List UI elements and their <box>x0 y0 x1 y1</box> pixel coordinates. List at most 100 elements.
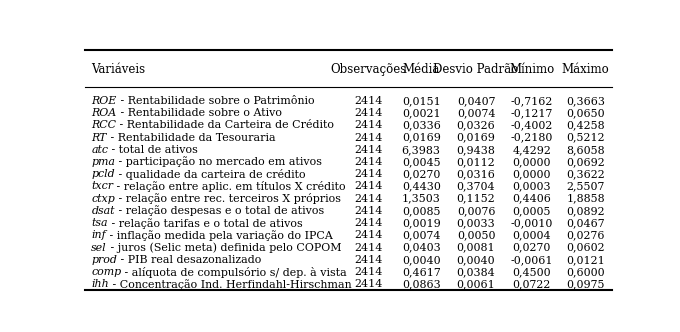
Text: -0,2180: -0,2180 <box>511 132 553 142</box>
Text: - Rentabilidade da Tesouraria: - Rentabilidade da Tesouraria <box>107 132 275 142</box>
Text: -0,0010: -0,0010 <box>511 218 553 228</box>
Text: 0,0000: 0,0000 <box>513 157 551 167</box>
Text: 2414: 2414 <box>354 267 383 277</box>
Text: 0,0021: 0,0021 <box>402 108 441 118</box>
Text: - relação despesas e o total de ativos: - relação despesas e o total de ativos <box>115 206 324 216</box>
Text: 0,4258: 0,4258 <box>566 121 605 130</box>
Text: pcld: pcld <box>91 169 115 179</box>
Text: 0,0033: 0,0033 <box>457 218 496 228</box>
Text: RCC: RCC <box>91 121 116 130</box>
Text: - relação entre aplic. em títulos X crédito: - relação entre aplic. em títulos X créd… <box>114 181 346 192</box>
Text: 1,3503: 1,3503 <box>402 194 441 204</box>
Text: 2414: 2414 <box>354 157 383 167</box>
Text: 0,0169: 0,0169 <box>402 132 441 142</box>
Text: 2414: 2414 <box>354 230 383 240</box>
Text: - Rentabilidade sobre o Ativo: - Rentabilidade sobre o Ativo <box>116 108 282 118</box>
Text: 2414: 2414 <box>354 108 383 118</box>
Text: 2414: 2414 <box>354 255 383 265</box>
Text: 2414: 2414 <box>354 96 383 106</box>
Text: 0,0005: 0,0005 <box>513 206 551 216</box>
Text: 2,5507: 2,5507 <box>566 182 605 192</box>
Text: 0,0692: 0,0692 <box>566 157 605 167</box>
Text: 6,3983: 6,3983 <box>402 145 441 155</box>
Text: 0,0151: 0,0151 <box>402 96 441 106</box>
Text: 0,0045: 0,0045 <box>402 157 441 167</box>
Text: Desvio Padrão: Desvio Padrão <box>433 63 519 76</box>
Text: Variáveis: Variáveis <box>91 63 146 76</box>
Text: -0,1217: -0,1217 <box>511 108 553 118</box>
Text: 0,0270: 0,0270 <box>402 169 441 179</box>
Text: ROE: ROE <box>91 96 116 106</box>
Text: 0,1152: 0,1152 <box>457 194 496 204</box>
Text: 0,3622: 0,3622 <box>566 169 605 179</box>
Text: 0,6000: 0,6000 <box>566 267 605 277</box>
Text: tsa: tsa <box>91 218 108 228</box>
Text: - relação entre rec. terceiros X próprios: - relação entre rec. terceiros X próprio… <box>115 193 341 204</box>
Text: 0,0112: 0,0112 <box>457 157 496 167</box>
Text: 0,3704: 0,3704 <box>457 182 495 192</box>
Text: 0,3663: 0,3663 <box>566 96 605 106</box>
Text: 8,6058: 8,6058 <box>566 145 605 155</box>
Text: 2414: 2414 <box>354 243 383 253</box>
Text: 0,0975: 0,0975 <box>566 279 605 289</box>
Text: atc: atc <box>91 145 108 155</box>
Text: - qualidade da carteira de crédito: - qualidade da carteira de crédito <box>115 169 305 180</box>
Text: 0,0384: 0,0384 <box>457 267 496 277</box>
Text: 0,0050: 0,0050 <box>457 230 495 240</box>
Text: 0,0085: 0,0085 <box>402 206 441 216</box>
Text: 0,0081: 0,0081 <box>457 243 495 253</box>
Text: 2414: 2414 <box>354 145 383 155</box>
Text: - inflação medida pela variação do IPCA: - inflação medida pela variação do IPCA <box>106 230 333 241</box>
Text: ihh: ihh <box>91 279 109 289</box>
Text: comp: comp <box>91 267 122 277</box>
Text: 0,0276: 0,0276 <box>566 230 605 240</box>
Text: 0,4430: 0,4430 <box>402 182 441 192</box>
Text: 0,0602: 0,0602 <box>566 243 605 253</box>
Text: 0,0650: 0,0650 <box>566 108 605 118</box>
Text: dsat: dsat <box>91 206 115 216</box>
Text: txcr: txcr <box>91 182 114 192</box>
Text: 0,0003: 0,0003 <box>513 182 551 192</box>
Text: atc: atc <box>91 145 108 155</box>
Text: ROA: ROA <box>91 108 116 118</box>
Text: 2414: 2414 <box>354 218 383 228</box>
Text: 4,4292: 4,4292 <box>513 145 551 155</box>
Text: 0,0403: 0,0403 <box>402 243 441 253</box>
Text: 1,8858: 1,8858 <box>566 194 605 204</box>
Text: 0,0467: 0,0467 <box>566 218 605 228</box>
Text: RT: RT <box>91 132 107 142</box>
Text: RT: RT <box>91 132 107 142</box>
Text: 0,0040: 0,0040 <box>457 255 495 265</box>
Text: Observações: Observações <box>330 63 407 76</box>
Text: - participação no mercado em ativos: - participação no mercado em ativos <box>115 157 322 167</box>
Text: - PIB real desazonalizado: - PIB real desazonalizado <box>117 255 262 265</box>
Text: sel: sel <box>91 243 107 253</box>
Text: comp: comp <box>91 267 122 277</box>
Text: ctxp: ctxp <box>91 194 115 204</box>
Text: 0,0000: 0,0000 <box>513 169 551 179</box>
Text: 0,0722: 0,0722 <box>513 279 551 289</box>
Text: 2414: 2414 <box>354 132 383 142</box>
Text: prod: prod <box>91 255 117 265</box>
Text: -0,4002: -0,4002 <box>511 121 553 130</box>
Text: - alíquota de compulsório s/ dep. à vista: - alíquota de compulsório s/ dep. à vist… <box>122 267 347 278</box>
Text: ihh: ihh <box>91 279 109 289</box>
Text: 0,0121: 0,0121 <box>566 255 605 265</box>
Text: Máximo: Máximo <box>562 63 609 76</box>
Text: pma: pma <box>91 157 115 167</box>
Text: 0,0863: 0,0863 <box>402 279 441 289</box>
Text: Média: Média <box>403 63 440 76</box>
Text: 0,0892: 0,0892 <box>566 206 605 216</box>
Text: 0,0074: 0,0074 <box>402 230 441 240</box>
Text: - Concentração Ind. Herfindahl-Hirschman: - Concentração Ind. Herfindahl-Hirschman <box>109 279 352 290</box>
Text: 0,0076: 0,0076 <box>457 206 495 216</box>
Text: 0,0407: 0,0407 <box>457 96 495 106</box>
Text: - relação tarifas e o total de ativos: - relação tarifas e o total de ativos <box>108 218 303 228</box>
Text: ROE: ROE <box>91 96 116 106</box>
Text: 0,9438: 0,9438 <box>456 145 496 155</box>
Text: tsa: tsa <box>91 218 108 228</box>
Text: Mínimo: Mínimo <box>509 63 554 76</box>
Text: prod: prod <box>91 255 117 265</box>
Text: 0,0074: 0,0074 <box>457 108 495 118</box>
Text: - juros (Selic meta) definida pelo COPOM: - juros (Selic meta) definida pelo COPOM <box>107 242 341 253</box>
